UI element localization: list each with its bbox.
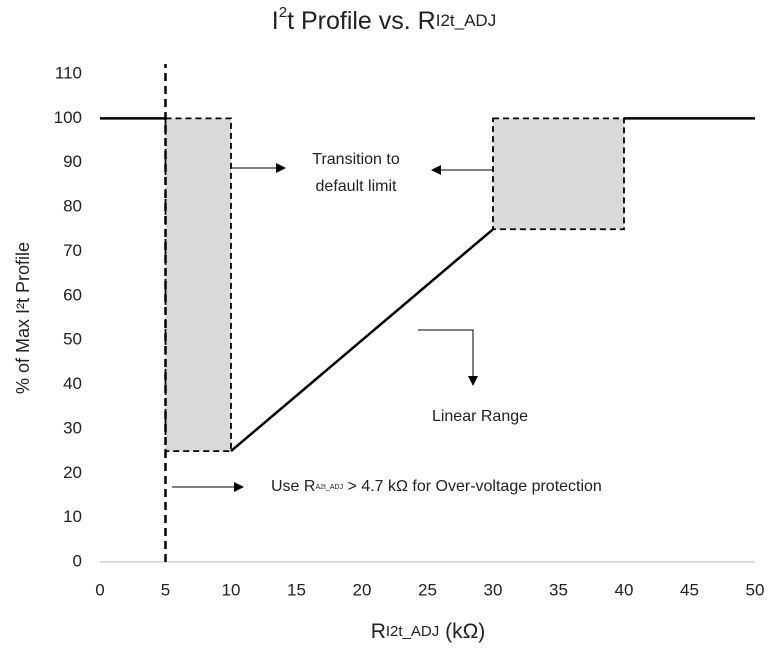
x-tick-label: 5 (161, 580, 170, 599)
annotation: Linear Range (432, 408, 528, 425)
y-tick-label: 10 (63, 507, 82, 526)
x-tick-label: 40 (615, 580, 634, 599)
x-tick-label: 10 (222, 580, 241, 599)
x-tick-label: 30 (484, 580, 503, 599)
y-tick-label: 30 (63, 418, 82, 437)
x-tick-label: 15 (287, 580, 306, 599)
x-tick-label: 20 (353, 580, 372, 599)
region (164, 117, 232, 452)
y-tick-label: 60 (63, 285, 82, 304)
x-tick-label: 35 (549, 580, 568, 599)
y-tick-label: 50 (63, 330, 82, 349)
y-tick-label: 20 (63, 463, 82, 482)
x-tick-label: 25 (418, 580, 437, 599)
x-axis-label: RI2t_ADJ (kΩ) (371, 620, 486, 643)
y-tick-label: 40 (63, 374, 82, 393)
y-tick-label: 110 (55, 63, 82, 82)
region (492, 117, 625, 231)
x-tick-label: 50 (746, 580, 765, 599)
y-tick-label: 90 (63, 152, 82, 171)
y-axis-label: % of Max I²t Profile (13, 242, 33, 394)
line (230, 228, 494, 453)
y-tick-label: 0 (73, 551, 82, 570)
y-tick-label: 70 (63, 241, 82, 260)
note: Use RA2t_ADJ > 4.7 kΩ for Over-voltage p… (271, 478, 602, 495)
y-tick-label: 80 (63, 197, 82, 216)
annotation: default limit (316, 178, 397, 195)
x-tick-label: 0 (95, 580, 104, 599)
y-tick-label: 100 (54, 108, 82, 127)
annotation: Transition to (312, 151, 400, 168)
arrow (418, 329, 478, 386)
x-tick-label: 45 (680, 580, 699, 599)
chart-title: I2t Profile vs. RI2t_ADJ (272, 4, 496, 35)
